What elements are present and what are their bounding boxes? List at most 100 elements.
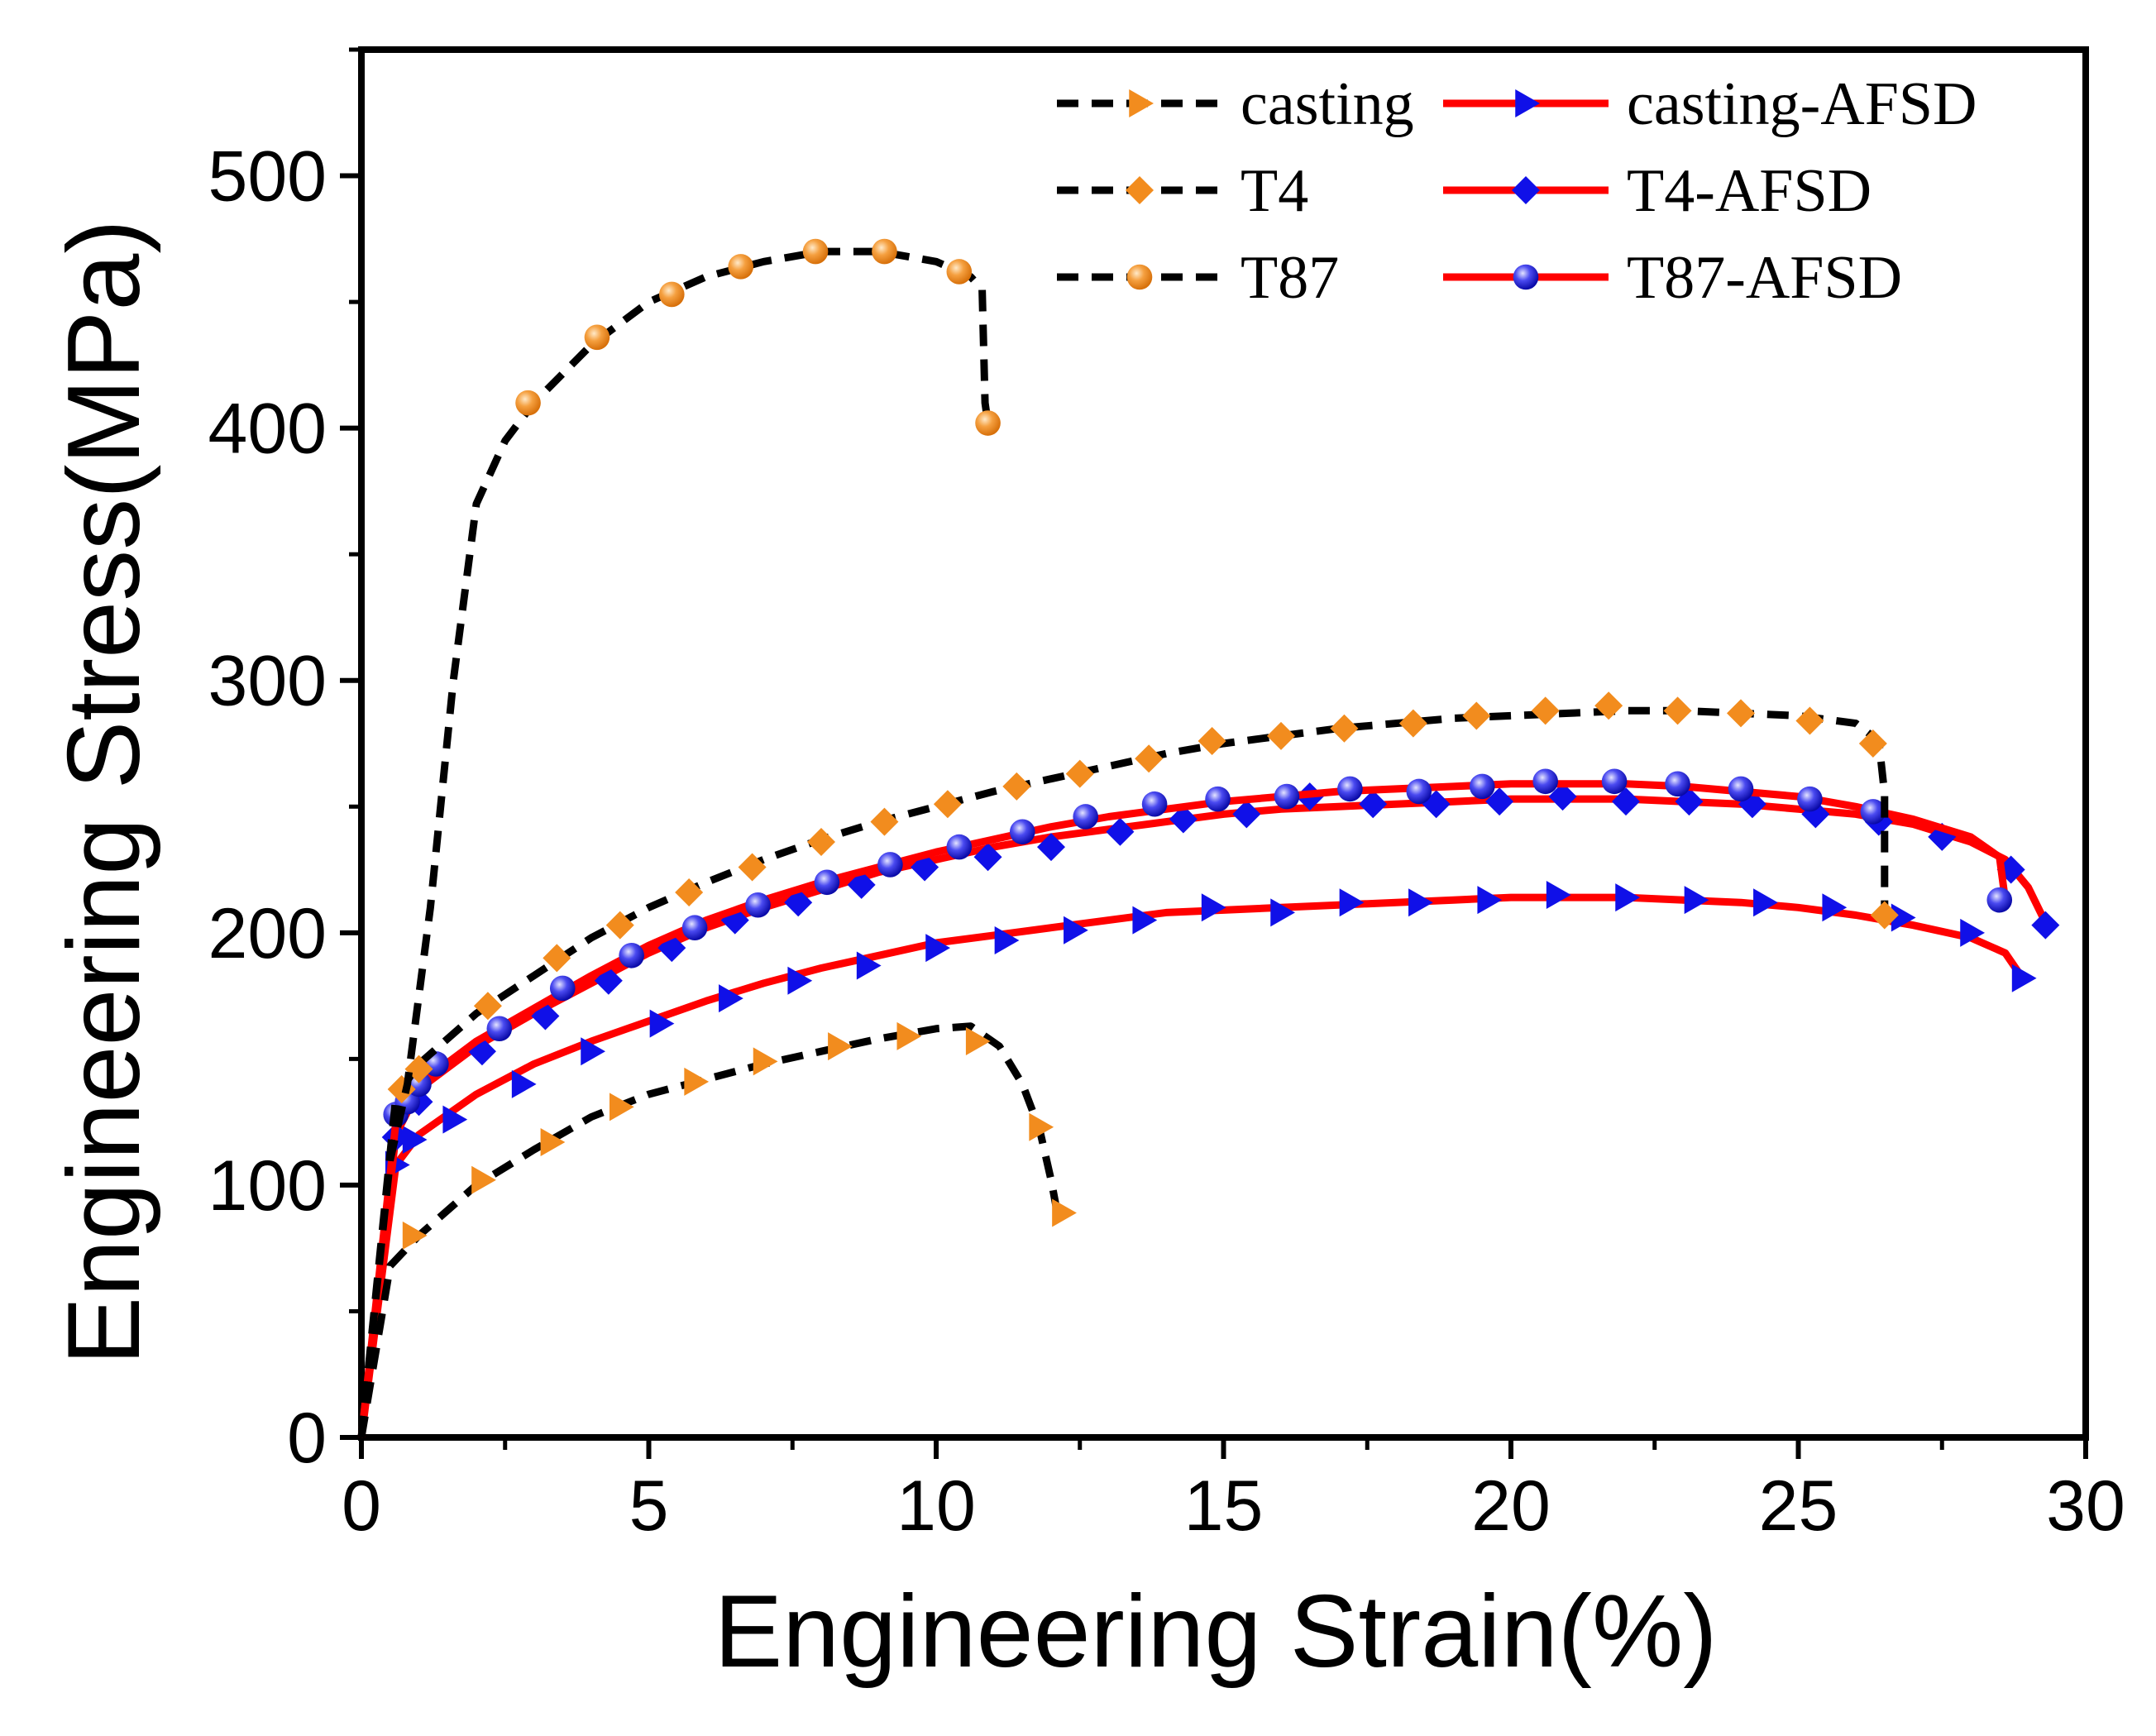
legend-item-t87-afsd: T87-AFSD	[1443, 244, 1902, 312]
data-point-t87	[728, 254, 753, 280]
data-point-casting-afsd	[402, 1125, 428, 1154]
data-point-casting	[471, 1165, 496, 1194]
data-point-casting	[965, 1027, 991, 1056]
y-tick-label: 300	[208, 642, 327, 721]
data-point-t4	[675, 878, 704, 907]
data-point-t4	[1330, 714, 1359, 743]
data-point-t4-afsd	[973, 843, 1002, 872]
data-point-casting	[1052, 1198, 1077, 1227]
data-point-t87-afsd	[1797, 786, 1823, 812]
data-point-t87-afsd	[681, 915, 708, 941]
series-layer	[357, 238, 2060, 1438]
data-point-t4	[933, 790, 962, 819]
data-point-t87-afsd	[1274, 783, 1300, 810]
y-axis-title: Engineering Stress(MPa)	[47, 219, 161, 1365]
data-point-t87-afsd	[619, 942, 644, 968]
series-line-casting-afsd	[357, 893, 2026, 1438]
y-tick-label: 0	[287, 1399, 327, 1478]
data-point-t87-afsd	[1469, 773, 1495, 800]
x-tick-label: 25	[1759, 1466, 1838, 1546]
data-point-t4	[543, 944, 571, 973]
data-point-t4-afsd	[2031, 911, 2060, 940]
data-point-t4	[1135, 744, 1164, 773]
data-point-t4-afsd	[1548, 782, 1577, 811]
legend-item-t87: T87	[1057, 244, 1339, 312]
data-point-t87-afsd	[1665, 771, 1690, 797]
legend-label-t4-afsd: T4-AFSD	[1627, 157, 1872, 225]
data-point-casting-afsd	[1339, 888, 1365, 917]
data-point-casting-afsd	[1132, 906, 1158, 935]
legend-marker-t87	[1126, 264, 1153, 290]
data-point-t4-afsd	[1106, 817, 1135, 846]
data-point-t87	[946, 259, 973, 285]
data-point-casting-afsd	[1960, 918, 1985, 947]
x-tick-label: 10	[896, 1466, 976, 1546]
series-casting	[357, 1021, 1077, 1438]
series-t4	[357, 691, 1899, 1438]
data-point-t4	[870, 807, 899, 836]
data-point-casting-afsd	[1822, 893, 1848, 922]
legend-item-casting-afsd: casting-AFSD	[1443, 70, 1977, 138]
data-point-t4	[1858, 729, 1887, 758]
y-tick-label: 400	[208, 390, 327, 469]
series-t87-afsd	[357, 768, 2013, 1438]
legend-label-t87: T87	[1241, 244, 1339, 312]
data-point-casting	[753, 1047, 778, 1076]
data-point-t87	[584, 324, 610, 351]
data-point-t87-afsd	[1986, 887, 2013, 913]
data-point-casting-afsd	[1270, 898, 1295, 927]
data-point-casting	[540, 1128, 566, 1157]
legend-item-t4: T4	[1057, 157, 1308, 225]
data-point-t4	[738, 853, 767, 882]
x-tick-label: 0	[342, 1466, 381, 1546]
series-line-t87	[357, 247, 992, 1438]
series-line-t87-afsd	[357, 780, 2010, 1438]
data-point-t4	[1795, 706, 1824, 735]
data-point-casting-afsd	[1615, 883, 1640, 912]
data-point-t87	[975, 410, 1001, 436]
data-point-casting-afsd	[719, 984, 743, 1013]
x-tick-label: 5	[629, 1466, 669, 1546]
data-point-casting-afsd	[1891, 903, 1916, 932]
data-point-t87-afsd	[1728, 776, 1754, 802]
data-point-casting	[402, 1221, 428, 1250]
data-point-t4	[1870, 901, 1899, 930]
data-point-casting-afsd	[1201, 893, 1226, 922]
legend-marker-t87-afsd	[1513, 264, 1539, 290]
data-point-t4-afsd	[1169, 805, 1198, 834]
data-point-t4	[1398, 709, 1427, 738]
data-point-t87-afsd	[1406, 778, 1432, 805]
data-point-t87-afsd	[549, 975, 576, 1002]
data-point-t4	[807, 827, 835, 856]
data-point-casting-afsd	[1477, 886, 1503, 915]
data-point-t4	[1594, 691, 1623, 720]
data-point-casting	[610, 1093, 634, 1121]
data-point-t87-afsd	[1337, 776, 1363, 802]
series-casting-afsd	[357, 881, 2037, 1438]
data-point-casting-afsd	[925, 934, 950, 963]
data-point-t4	[1727, 699, 1755, 728]
data-point-t87-afsd	[1073, 804, 1098, 830]
data-point-t87-afsd	[1205, 786, 1231, 812]
data-point-t4	[1065, 759, 1094, 788]
data-point-t4-afsd	[1037, 833, 1065, 862]
data-point-t87-afsd	[1601, 768, 1628, 795]
data-point-casting-afsd	[856, 951, 882, 980]
data-point-t87-afsd	[946, 834, 973, 860]
data-point-casting-afsd	[1408, 888, 1433, 917]
legend-label-casting: casting	[1241, 70, 1414, 138]
data-point-t4-afsd	[784, 888, 813, 917]
data-point-casting-afsd	[1064, 916, 1088, 945]
series-t87	[357, 238, 1001, 1438]
data-point-casting	[1029, 1112, 1054, 1141]
legend-item-casting: casting	[1057, 70, 1414, 138]
data-point-t4	[605, 911, 634, 940]
y-tick-label: 100	[208, 1146, 327, 1226]
data-point-t4-afsd	[847, 870, 876, 899]
legend-marker-t4	[1126, 176, 1154, 204]
x-tick-label: 15	[1184, 1466, 1264, 1546]
data-point-t4	[1267, 721, 1295, 750]
data-point-t4	[1531, 696, 1560, 725]
legend-label-t87-afsd: T87-AFSD	[1627, 244, 1902, 312]
